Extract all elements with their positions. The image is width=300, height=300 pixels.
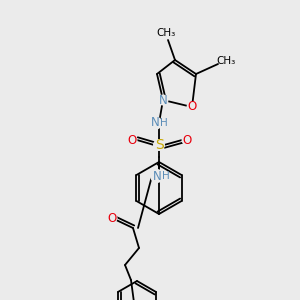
- Circle shape: [153, 139, 165, 151]
- Text: CH₃: CH₃: [216, 56, 236, 66]
- Circle shape: [106, 212, 118, 224]
- Text: N: N: [151, 116, 159, 130]
- Text: N: N: [159, 94, 167, 106]
- Text: H: H: [162, 171, 170, 181]
- Text: O: O: [182, 134, 192, 146]
- Text: O: O: [107, 212, 117, 224]
- Text: H: H: [160, 118, 168, 128]
- Circle shape: [187, 101, 197, 112]
- Text: S: S: [154, 138, 164, 152]
- Circle shape: [158, 94, 169, 106]
- Circle shape: [150, 169, 164, 183]
- Text: O: O: [188, 100, 196, 113]
- Text: O: O: [128, 134, 136, 146]
- Text: N: N: [153, 169, 161, 182]
- Circle shape: [148, 116, 162, 130]
- Circle shape: [182, 134, 193, 146]
- Circle shape: [127, 134, 137, 146]
- Text: CH₃: CH₃: [156, 28, 176, 38]
